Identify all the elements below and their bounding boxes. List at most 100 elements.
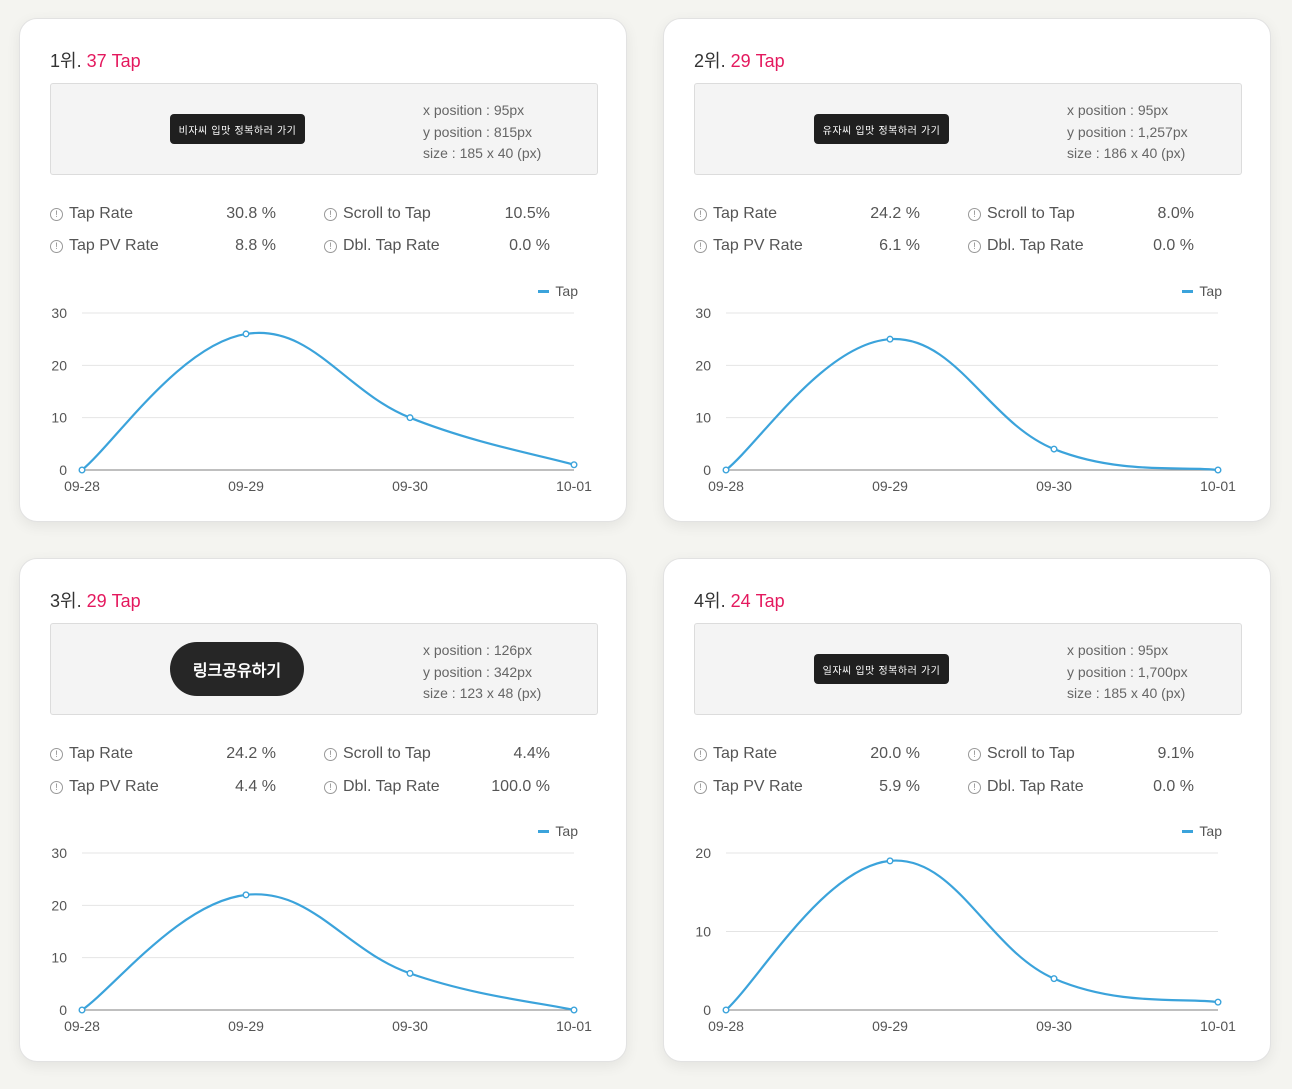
dbl-tap-rate-label[interactable]: ! Dbl. Tap Rate [968,776,1084,798]
info-icon[interactable]: ! [694,780,707,794]
data-point [406,414,414,422]
y-tick-label: 20 [51,897,67,913]
x-tick-label: 09-28 [708,478,744,494]
rank-separator: . [720,591,731,611]
dbl-tap-rate-label[interactable]: ! Dbl. Tap Rate [324,235,440,257]
label-text: Tap Rate [69,205,134,222]
card-title: 4위. 24 Tap [694,587,785,613]
info-icon[interactable]: ! [694,207,707,221]
tap-line-chart: 0 10 20 09-28 09-29 09-30 10-01 [695,845,1236,1034]
x-tick-label: 10-01 [1200,1018,1236,1034]
info-icon[interactable]: ! [50,747,63,761]
info-icon[interactable]: ! [968,207,981,221]
series-line [725,338,1219,472]
label-text: Scroll to Tap [343,745,431,762]
x-tick-label: 09-28 [64,478,100,494]
chart-legend[interactable]: Tap [1182,823,1222,839]
chart-legend[interactable]: Tap [1182,283,1222,299]
data-point [242,330,250,338]
label-text: Tap PV Rate [69,778,159,795]
tap-pv-rate-label[interactable]: ! Tap PV Rate [50,776,159,798]
scroll-to-tap-label[interactable]: ! Scroll to Tap [968,743,1075,765]
label-text: Tap PV Rate [713,778,803,795]
rank-label: 1위 [50,51,77,71]
x-tick-label: 09-29 [872,478,908,494]
data-point [722,1006,730,1014]
chart-legend[interactable]: Tap [538,283,578,299]
info-icon[interactable]: ! [324,239,337,253]
label-text: Dbl. Tap Rate [343,237,440,254]
tap-count: 24 Tap [730,591,785,611]
tap-count: 29 Tap [730,51,785,71]
scroll-to-tap-label[interactable]: ! Scroll to Tap [968,203,1075,225]
info-icon[interactable]: ! [50,780,63,794]
rank-separator: . [720,51,731,71]
label-text: Dbl. Tap Rate [987,237,1084,254]
scroll-to-tap-value: 9.1% [1157,745,1194,762]
y-position: y position : 815px [423,123,532,140]
dbl-tap-rate-label[interactable]: ! Dbl. Tap Rate [968,235,1084,257]
dbl-tap-rate-value: 0.0 % [509,237,550,254]
chart-legend[interactable]: Tap [538,823,578,839]
data-point [1050,975,1058,983]
y-tick-label: 30 [695,305,711,321]
rank-label: 4위 [694,591,721,611]
tap-rate-value: 20.0 % [870,745,920,762]
x-tick-label: 09-29 [228,478,264,494]
scroll-to-tap-label[interactable]: ! Scroll to Tap [324,203,431,225]
y-tick-label: 30 [51,845,67,861]
dbl-tap-rate-label[interactable]: ! Dbl. Tap Rate [324,776,440,798]
tap-rate-label[interactable]: ! Tap Rate [50,203,133,225]
label-text: Tap Rate [713,205,778,222]
info-icon[interactable]: ! [50,207,63,221]
x-position: x position : 126px [423,642,532,658]
data-point [570,461,578,469]
tap-pv-rate-label[interactable]: ! Tap PV Rate [50,235,159,257]
element-size: size : 186 x 40 (px) [1067,145,1186,161]
y-tick-label: 0 [59,462,67,478]
info-icon[interactable]: ! [324,780,337,794]
legend-label: Tap [555,823,578,839]
label-text: Tap Rate [69,745,134,762]
x-tick-label: 09-28 [64,1018,100,1034]
tap-line-chart: 0 10 20 30 09-28 09-29 09-30 10-01 [51,305,592,494]
info-icon[interactable]: ! [968,747,981,761]
label-text: Scroll to Tap [987,205,1075,222]
info-icon[interactable]: ! [324,207,337,221]
element-thumbnail: 비자씨 입맛 정복하러 가기 [170,114,305,144]
element-size: size : 185 x 40 (px) [1067,685,1186,701]
legend-label: Tap [1199,823,1222,839]
tap-pv-rate-label[interactable]: ! Tap PV Rate [694,776,803,798]
x-tick-label: 09-30 [392,1018,428,1034]
series-line [81,893,575,1012]
info-icon[interactable]: ! [694,239,707,253]
series-line [725,859,1219,1011]
scroll-to-tap-label[interactable]: ! Scroll to Tap [324,743,431,765]
label-text: Tap PV Rate [69,237,159,254]
y-tick-label: 20 [695,845,711,861]
metrics: ! Tap Rate 24.2 % ! Scroll to Tap 8.0% ! Ta… [694,203,1214,263]
element-preview: 비자씨 입맛 정복하러 가기 x position : 95px y posit… [50,83,598,175]
tap-pv-rate-value: 5.9 % [879,778,920,795]
card-title: 1위. 37 Tap [50,47,141,73]
info-icon[interactable]: ! [50,239,63,253]
data-point [570,1006,578,1014]
tap-rate-label[interactable]: ! Tap Rate [694,743,777,765]
info-icon[interactable]: ! [694,747,707,761]
data-point [78,466,86,474]
tap-rate-value: 30.8 % [226,205,276,222]
heatmap-card-rank-2: 2위. 29 Tap 유자씨 입맛 정복하러 가기 x position : 9… [663,18,1271,522]
tap-pv-rate-label[interactable]: ! Tap PV Rate [694,235,803,257]
y-tick-label: 0 [59,1002,67,1018]
label-text: Scroll to Tap [987,745,1075,762]
info-icon[interactable]: ! [324,747,337,761]
element-size: size : 185 x 40 (px) [423,145,542,161]
tap-rate-label[interactable]: ! Tap Rate [694,203,777,225]
heatmap-card-rank-1: 1위. 37 Tap 비자씨 입맛 정복하러 가기 x position : 9… [19,18,627,522]
info-icon[interactable]: ! [968,780,981,794]
legend-label: Tap [1199,283,1222,299]
tap-rate-label[interactable]: ! Tap Rate [50,743,133,765]
info-icon[interactable]: ! [968,239,981,253]
tap-pv-rate-value: 6.1 % [879,237,920,254]
x-tick-label: 09-30 [392,478,428,494]
